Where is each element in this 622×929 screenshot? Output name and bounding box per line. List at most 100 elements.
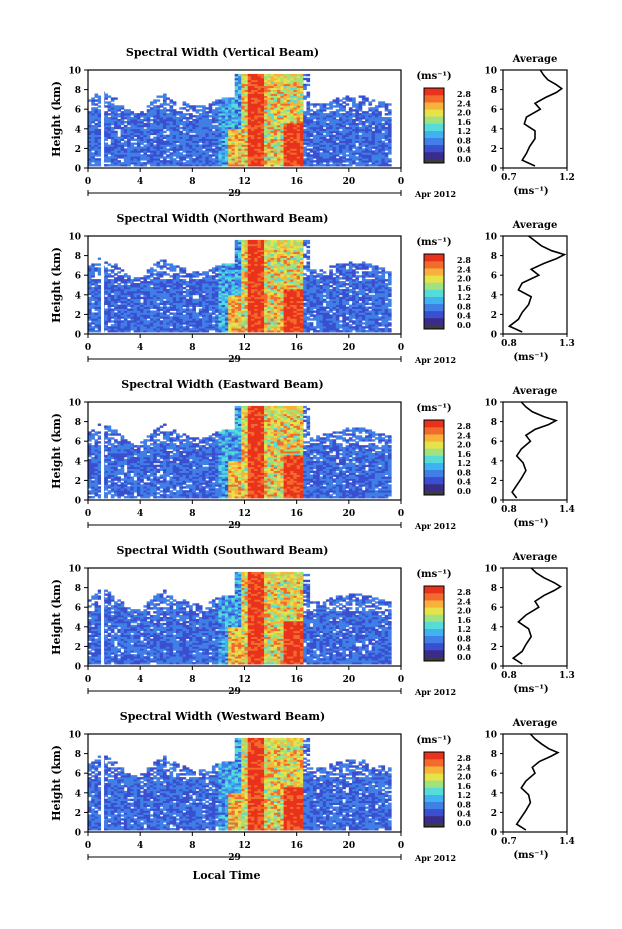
- heatmap-cell: [237, 99, 242, 102]
- heatmap-cell: [156, 120, 161, 124]
- heatmap-cell: [117, 162, 121, 165]
- heatmap-cell: [198, 158, 203, 161]
- heatmap-cell: [374, 126, 379, 130]
- heatmap-cell: [153, 136, 157, 139]
- heatmap-cell: [192, 150, 196, 153]
- heatmap-cell: [319, 111, 324, 114]
- heatmap-cell: [156, 105, 161, 108]
- heatmap-cell: [127, 154, 131, 157]
- heatmap-cell: [123, 109, 128, 112]
- heatmap-cell: [162, 271, 167, 274]
- heatmap-cell: [283, 111, 288, 114]
- heatmap-cell: [185, 124, 190, 128]
- heatmap-cell: [339, 122, 343, 126]
- heatmap-cell: [277, 122, 281, 126]
- heatmap-cell: [316, 140, 320, 143]
- heatmap-cell: [348, 150, 353, 153]
- heatmap-cell: [303, 77, 307, 81]
- heatmap-cell: [267, 164, 271, 167]
- heatmap-cell: [189, 158, 193, 161]
- heatmap-cell: [286, 105, 291, 108]
- heatmap-cell: [319, 117, 324, 120]
- heatmap-cell: [267, 103, 271, 106]
- heatmap-cell: [162, 115, 167, 118]
- heatmap-cell: [368, 164, 373, 167]
- heatmap-cell: [335, 119, 340, 122]
- heatmap-cell: [234, 83, 239, 87]
- heatmap-cell: [290, 103, 294, 106]
- heatmap-cell: [280, 152, 285, 155]
- heatmap-cell: [104, 275, 108, 278]
- heatmap-cell: [117, 150, 121, 153]
- heatmap-cell: [215, 132, 219, 136]
- heatmap-cell: [94, 279, 99, 282]
- heatmap-cell: [286, 113, 291, 116]
- heatmap-cell: [215, 164, 219, 167]
- heatmap-cell: [224, 97, 229, 100]
- heatmap-cell: [335, 160, 340, 163]
- heatmap-cell: [189, 136, 193, 139]
- heatmap-cell: [332, 144, 337, 147]
- heatmap-cell: [352, 158, 356, 161]
- heatmap-cell: [309, 130, 314, 134]
- heatmap-cell: [156, 140, 161, 143]
- heatmap-cell: [179, 134, 183, 138]
- heatmap-cell: [94, 294, 99, 298]
- heatmap-cell: [293, 138, 298, 141]
- heatmap-cell: [296, 134, 301, 138]
- heatmap-cell: [264, 150, 268, 153]
- heatmap-cell: [368, 146, 373, 149]
- heatmap-cell: [185, 150, 190, 153]
- heatmap-cell: [273, 83, 278, 87]
- heatmap-cell: [267, 119, 271, 122]
- heatmap-cell: [94, 119, 99, 122]
- heatmap-cell: [114, 115, 118, 118]
- heatmap-cell: [218, 120, 223, 124]
- heatmap-cell: [384, 126, 389, 130]
- heatmap-cell: [358, 128, 363, 132]
- heatmap-cell: [306, 160, 311, 163]
- heatmap-cell: [228, 158, 232, 161]
- heatmap-cell: [110, 269, 115, 272]
- heatmap-cell: [352, 120, 356, 124]
- heatmap-cell: [228, 122, 232, 126]
- heatmap-cell: [91, 281, 95, 284]
- heatmap-cell: [195, 126, 200, 130]
- colorbar-segment: [424, 109, 444, 117]
- heatmap-cell: [104, 132, 108, 136]
- heatmap-cell: [264, 115, 268, 118]
- heatmap-cell: [374, 132, 379, 136]
- heatmap-cell: [365, 164, 369, 167]
- heatmap-cell: [309, 124, 314, 128]
- heatmap-cell: [162, 119, 167, 122]
- heatmap-cell: [110, 126, 115, 130]
- heatmap-cell: [224, 154, 229, 157]
- heatmap-cell: [345, 99, 350, 102]
- heatmap-cell: [277, 99, 281, 102]
- heatmap-cell: [169, 119, 174, 122]
- heatmap-cell: [114, 308, 118, 311]
- heatmap-cell: [283, 134, 288, 138]
- heatmap-cell: [97, 322, 102, 325]
- heatmap-cell: [332, 122, 337, 126]
- heatmap-cell: [162, 101, 167, 104]
- heatmap-cell: [205, 156, 210, 159]
- heatmap-cell: [198, 136, 203, 139]
- heatmap-cell: [342, 142, 346, 145]
- heatmap-cell: [153, 156, 157, 159]
- heatmap-cell: [374, 148, 379, 151]
- heatmap-cell: [208, 107, 213, 110]
- heatmap-cell: [97, 95, 102, 98]
- heatmap-cell: [127, 152, 131, 155]
- heatmap-cell: [91, 156, 95, 159]
- heatmap-cell: [94, 109, 99, 112]
- heatmap-cell: [169, 148, 174, 151]
- heatmap-cell: [286, 99, 291, 102]
- heatmap-cell: [303, 154, 307, 157]
- heatmap-cell: [88, 160, 92, 163]
- heatmap-cell: [254, 95, 258, 98]
- heatmap-cell: [365, 142, 369, 145]
- heatmap-cell: [378, 138, 382, 141]
- heatmap-cell: [127, 275, 131, 278]
- heatmap-cell: [215, 138, 219, 141]
